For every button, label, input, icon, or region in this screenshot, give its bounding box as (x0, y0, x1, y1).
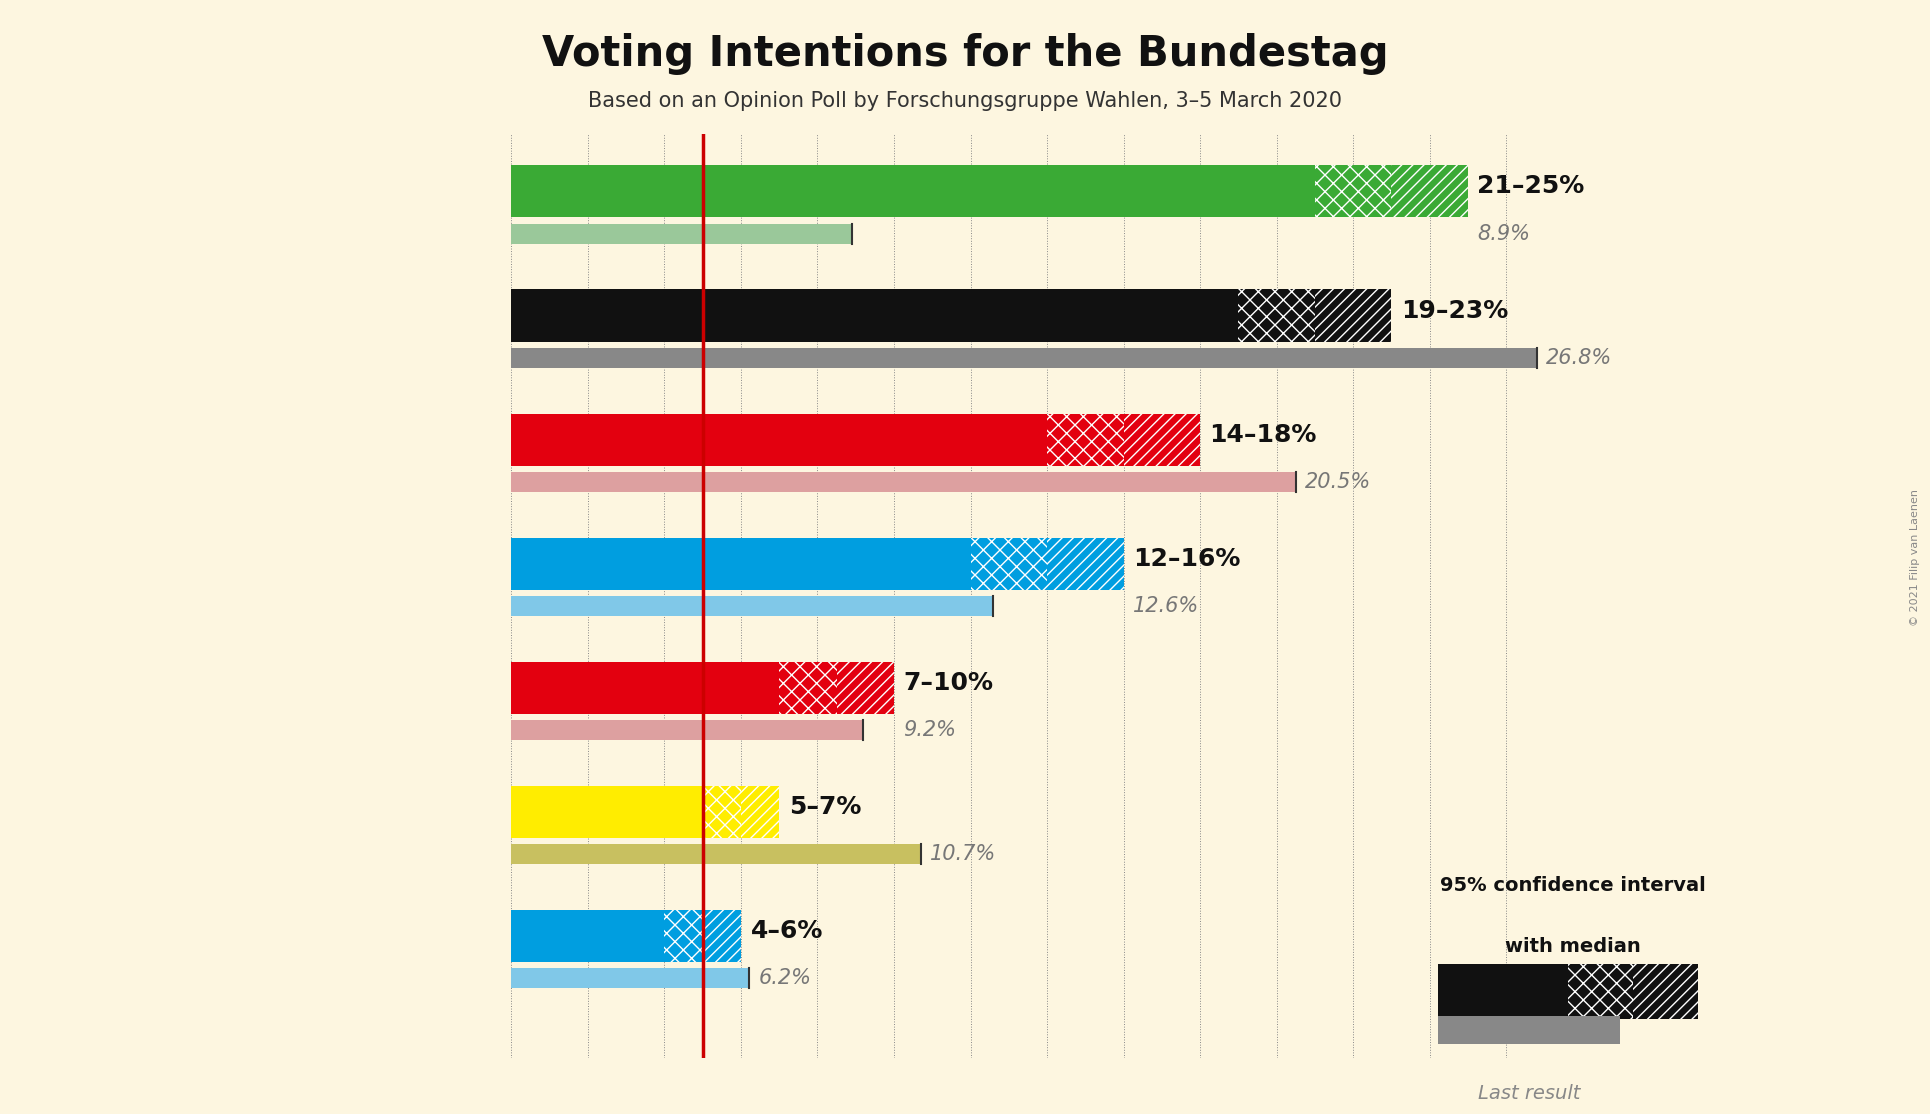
Bar (511, 290, 1239, 342)
Bar (836, 662, 894, 714)
Text: 6.2%: 6.2% (758, 968, 811, 988)
Bar (703, 785, 741, 838)
Bar (511, 472, 1295, 491)
Bar (511, 348, 1536, 368)
Text: 9.2%: 9.2% (903, 720, 957, 740)
Bar (1314, 290, 1392, 342)
Text: 19–23%: 19–23% (1401, 299, 1507, 323)
Bar (511, 844, 921, 864)
Bar (1314, 165, 1392, 217)
Bar (1046, 538, 1123, 589)
Bar (741, 785, 780, 838)
Text: © 2021 Filip van Laenen: © 2021 Filip van Laenen (1911, 489, 1920, 625)
Bar (1392, 165, 1469, 217)
Bar (511, 968, 749, 988)
Text: 10.7%: 10.7% (930, 844, 996, 864)
Text: 21–25%: 21–25% (1476, 175, 1585, 198)
Text: Last result: Last result (1478, 1084, 1581, 1103)
Bar (511, 224, 851, 244)
Bar (511, 165, 1314, 217)
Text: 20.5%: 20.5% (1305, 472, 1372, 491)
Text: 12–16%: 12–16% (1133, 547, 1241, 570)
Text: 14–18%: 14–18% (1210, 422, 1316, 447)
Bar (1046, 413, 1123, 466)
Bar (1239, 290, 1314, 342)
Bar (511, 413, 1046, 466)
Bar (511, 538, 971, 589)
Bar (664, 910, 703, 962)
Text: with median: with median (1505, 937, 1640, 957)
Text: 26.8%: 26.8% (1546, 348, 1612, 368)
Text: Based on an Opinion Poll by Forschungsgruppe Wahlen, 3–5 March 2020: Based on an Opinion Poll by Forschungsgr… (589, 91, 1341, 111)
Bar (511, 662, 780, 714)
Text: 95% confidence interval: 95% confidence interval (1440, 876, 1706, 896)
Bar (511, 785, 703, 838)
Bar (511, 720, 863, 740)
Text: 4–6%: 4–6% (751, 919, 822, 944)
Bar (703, 910, 741, 962)
Bar (511, 596, 994, 616)
Bar (780, 662, 836, 714)
Text: 8.9%: 8.9% (1476, 224, 1530, 244)
Text: 12.6%: 12.6% (1133, 596, 1199, 616)
Text: 7–10%: 7–10% (903, 671, 994, 695)
Text: Voting Intentions for the Bundestag: Voting Intentions for the Bundestag (542, 33, 1388, 76)
Text: 5–7%: 5–7% (789, 795, 861, 819)
Bar (971, 538, 1046, 589)
Bar (511, 910, 664, 962)
Bar (1123, 413, 1200, 466)
